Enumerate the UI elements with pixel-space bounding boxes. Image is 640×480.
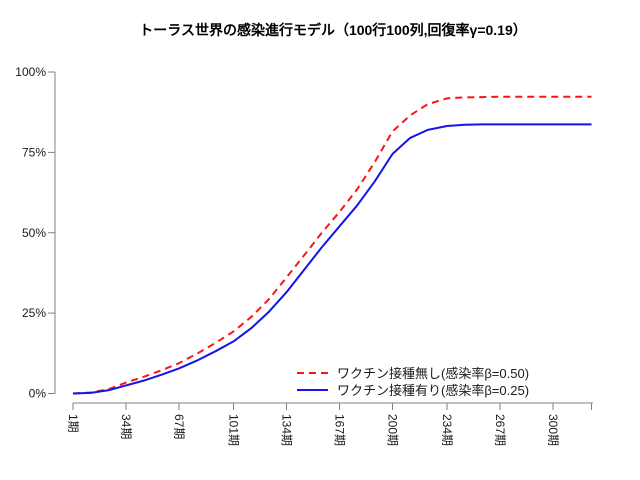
x-tick-label: 234期: [440, 414, 454, 446]
x-tick-label: 300期: [546, 414, 560, 446]
series-line-1: [72, 123, 592, 395]
series-line-0: [72, 95, 592, 395]
x-tick-label: 1期: [66, 414, 80, 433]
legend-label-no-vaccine: ワクチン接種無し(感染率β=0.50): [337, 366, 530, 381]
y-tick-label: 25%: [22, 306, 46, 320]
legend-label-vaccine: ワクチン接種有り(感染率β=0.25): [337, 383, 530, 398]
x-tick-label: 34期: [119, 414, 133, 439]
x-tick-label: 267期: [493, 414, 507, 446]
y-tick-label: 100%: [15, 65, 46, 79]
x-tick-label: 167期: [332, 414, 346, 446]
y-tick-label: 50%: [22, 226, 46, 240]
legend-line-solid-blue: [297, 388, 328, 391]
legend-line-dashed-red: [297, 371, 328, 374]
legend-item-vaccine: ワクチン接種有り(感染率β=0.25): [297, 381, 529, 398]
legend-item-no-vaccine: ワクチン接種無し(感染率β=0.50): [297, 364, 529, 381]
y-tick-label: 75%: [22, 145, 46, 159]
x-tick-label: 200期: [385, 414, 399, 446]
y-tick-label: 0%: [29, 387, 47, 401]
chart-title: トーラス世界の感染進行モデル（100行100列,回復率γ=0.19）: [139, 22, 527, 38]
x-tick-label: 134期: [280, 414, 294, 446]
x-tick-label: 101期: [227, 414, 241, 446]
x-tick-label: 67期: [172, 414, 186, 439]
legend: ワクチン接種無し(感染率β=0.50) ワクチン接種有り(感染率β=0.25): [297, 364, 529, 398]
